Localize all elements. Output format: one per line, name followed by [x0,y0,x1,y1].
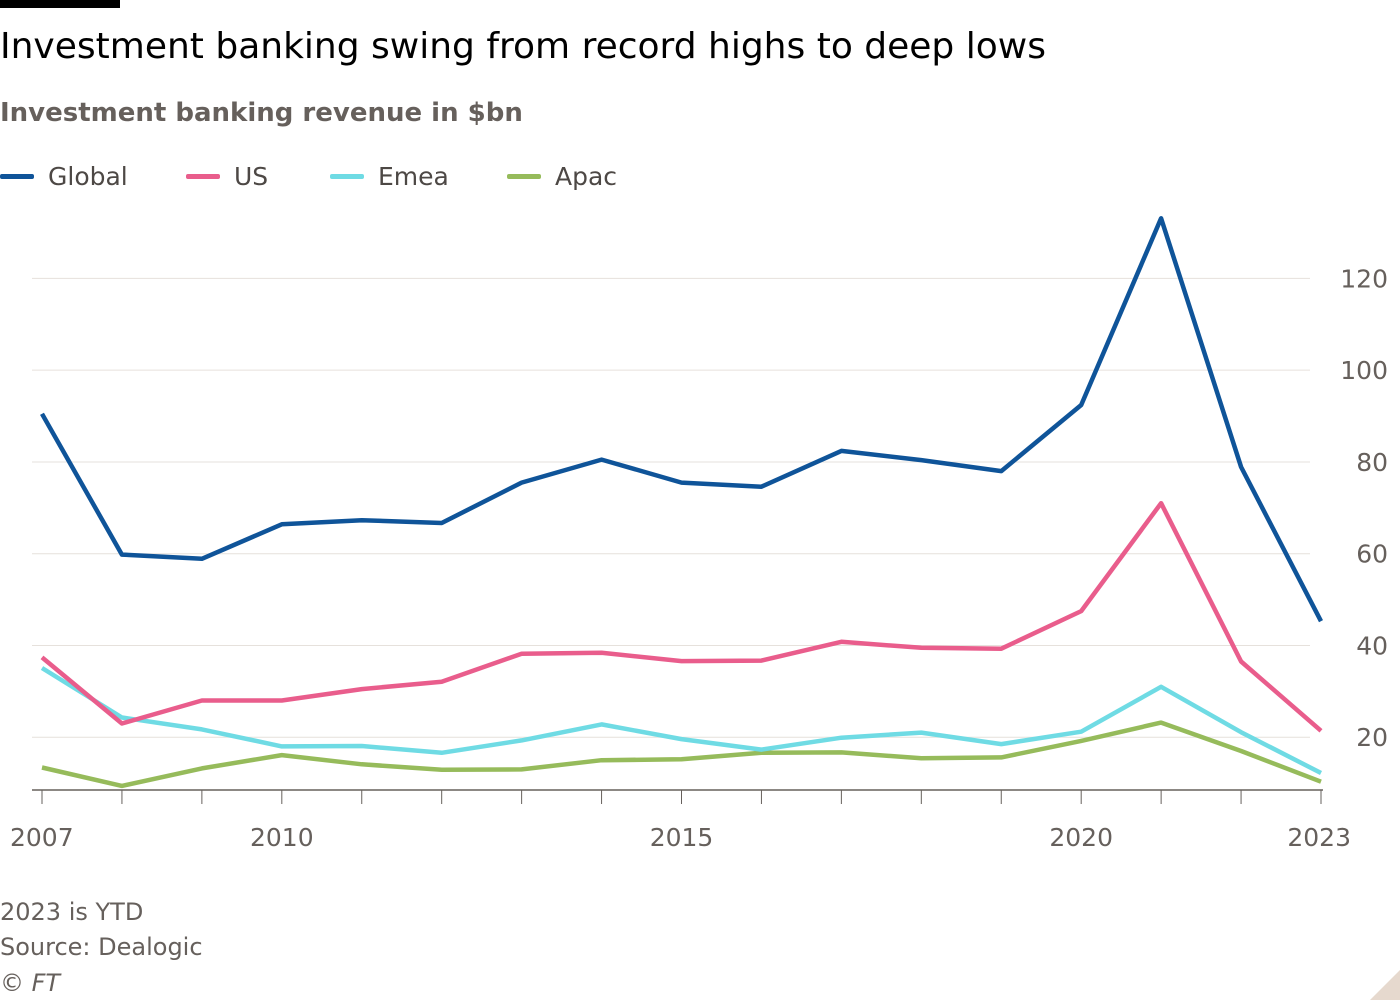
series-line-global [40,216,1323,623]
x-tick-label-2020: 2020 [1049,823,1113,852]
x-tick-label-2007: 2007 [10,823,74,852]
y-tick-label-40: 40 [1356,631,1388,660]
x-tick-label-2010: 2010 [250,823,314,852]
y-tick-label-80: 80 [1356,448,1388,477]
copyright: © FT [0,969,61,997]
legend-label-us: US [234,162,269,191]
legend-label-global: Global [48,162,128,191]
y-tick-label-20: 20 [1356,723,1388,752]
series-line-emea [40,666,1323,776]
x-tick-label-2023: 2023 [1287,823,1351,852]
x-tick-label-2015: 2015 [650,823,714,852]
brand-bar [0,0,120,8]
series-line-us [40,500,1323,733]
y-tick-label-60: 60 [1356,540,1388,569]
legend-label-emea: Emea [378,162,449,191]
legend-swatch-us [186,174,220,179]
y-tick-label-120: 120 [1340,264,1388,293]
chart-title: Investment banking swing from record hig… [0,26,1046,67]
series-line-apac [41,720,1322,789]
footnote: 2023 is YTD [0,898,144,926]
corner-fold-icon [1370,970,1400,1000]
y-tick-label-100: 100 [1340,356,1388,385]
legend-label-apac: Apac [555,162,618,191]
legend-swatch-global [0,174,34,179]
source-note: Source: Dealogic [0,933,203,961]
legend-swatch-apac [507,174,541,179]
chart-subtitle: Investment banking revenue in $bn [0,98,523,128]
legend-swatch-emea [330,174,364,179]
